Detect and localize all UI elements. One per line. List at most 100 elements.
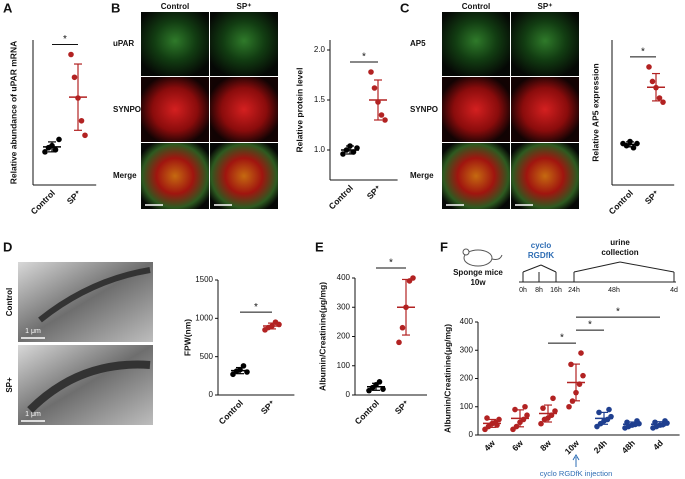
data-point: [380, 386, 386, 392]
row-label: Control: [5, 288, 14, 316]
column-label: SP⁺: [538, 2, 553, 11]
annotation-arrowhead: [572, 454, 580, 461]
x-tick-label: SP⁺: [65, 188, 84, 207]
y-tick-label: 100: [460, 402, 474, 411]
panel-letter: E: [315, 239, 324, 254]
x-tick-label: Control: [327, 183, 355, 211]
em-images: [18, 262, 153, 425]
x-tick-label: 24h: [592, 438, 609, 455]
x-tick-label: SP⁺: [643, 188, 662, 207]
x-tick-label: SP⁺: [393, 398, 412, 417]
x-tick-label: 48h: [620, 438, 637, 455]
micrograph: [210, 12, 278, 76]
micrographs: [442, 12, 579, 209]
time-label: 48h: [608, 287, 620, 294]
y-tick-label: 200: [337, 332, 351, 341]
panel-letter: F: [440, 239, 448, 254]
y-axis-label: FPW(nm): [182, 319, 192, 356]
y-tick-label: 0: [209, 390, 214, 399]
time-label: 16h: [550, 287, 562, 294]
timeline-label: 10w: [470, 278, 486, 287]
data-point: [396, 339, 402, 346]
row-label: SP+: [5, 377, 14, 393]
data-point: [660, 99, 666, 105]
data-point: [340, 151, 346, 157]
micrograph: [210, 77, 278, 142]
micrograph: [442, 77, 510, 142]
collection-label: urine: [610, 238, 630, 247]
data-point: [568, 361, 574, 368]
data-point: [56, 136, 62, 143]
time-label: 0h: [519, 287, 527, 294]
y-axis-label: Relative AP5 expression: [590, 63, 600, 161]
significance-label: *: [641, 47, 645, 58]
membrane: [38, 267, 151, 323]
data-point: [656, 95, 663, 101]
data-point: [538, 420, 544, 427]
data-point: [662, 418, 668, 424]
data-point: [78, 117, 85, 124]
panel-letter: A: [3, 0, 13, 15]
bracket: [619, 261, 675, 273]
x-tick-label: SP⁺: [365, 183, 384, 202]
y-tick-label: 0: [346, 390, 351, 399]
data-point: [552, 408, 558, 414]
x-tick-label: SP⁺: [259, 398, 278, 417]
y-tick-label: 400: [460, 317, 474, 326]
column-label: Control: [462, 2, 490, 11]
data-point: [646, 64, 652, 70]
x-tick-label: Control: [29, 188, 57, 216]
column-label: Control: [161, 2, 189, 11]
micrograph: [511, 77, 579, 142]
bracket: [540, 264, 557, 273]
timeline-label: Sponge mice: [453, 268, 503, 277]
data-point: [649, 78, 656, 85]
data-point: [540, 405, 546, 411]
y-tick-label: 1500: [195, 275, 213, 284]
significance-label: *: [389, 258, 393, 269]
row-label: SYNPO: [113, 105, 141, 114]
micrograph: [210, 143, 278, 209]
micrograph: [442, 143, 510, 209]
data-point: [566, 403, 572, 410]
row-label: AP5: [410, 39, 426, 48]
x-tick-label: Control: [353, 398, 381, 426]
data-point: [42, 149, 48, 155]
data-point: [596, 409, 602, 416]
y-axis-label: Albumin/Creatinine(μg/mg): [317, 282, 327, 391]
panel-letter: D: [3, 239, 12, 254]
x-tick-label: Control: [607, 188, 635, 216]
x-tick-label: 10w: [563, 438, 582, 457]
micrographs: [141, 12, 278, 209]
x-tick-label: 4w: [482, 438, 497, 453]
data-point: [580, 372, 586, 379]
row-label: uPAR: [113, 39, 134, 48]
y-tick-label: 300: [337, 302, 351, 311]
y-tick-label: 500: [200, 352, 214, 361]
significance-label: *: [254, 302, 258, 313]
time-label: 24h: [568, 287, 580, 294]
significance-label: *: [63, 34, 67, 45]
micrograph: [511, 12, 579, 76]
bracket: [573, 261, 621, 273]
y-tick-label: 200: [460, 374, 474, 383]
data-point: [606, 406, 612, 413]
membrane: [27, 360, 151, 413]
micrograph: [141, 77, 209, 142]
data-point: [371, 85, 378, 91]
row-label: Merge: [113, 171, 137, 180]
significance-label: *: [616, 307, 620, 318]
annotation: cyclo RGDfK injection: [540, 469, 613, 478]
row-label: SYNPO: [410, 105, 438, 114]
y-axis-label: Albumin/Creatinine(μg/mg): [442, 324, 452, 433]
data-point: [550, 395, 556, 402]
drug-label: RGDfK: [528, 251, 554, 260]
data-point: [71, 74, 78, 81]
data-point: [82, 132, 88, 139]
data-point: [578, 350, 584, 356]
panel-letter: B: [111, 0, 120, 15]
row-label: Merge: [410, 171, 434, 180]
bracket: [522, 264, 542, 273]
x-tick-label: 8w: [538, 438, 553, 453]
data-point: [399, 324, 406, 331]
